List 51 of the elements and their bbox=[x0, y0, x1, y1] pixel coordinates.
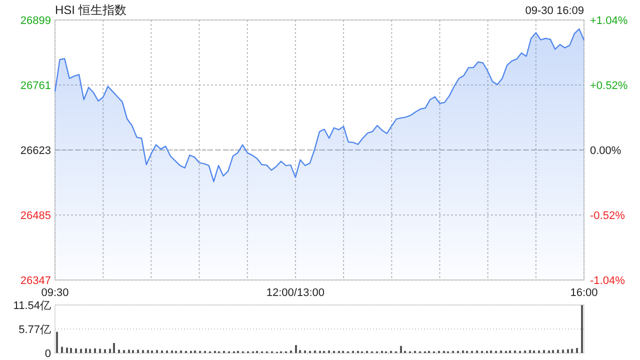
bar bbox=[99, 348, 101, 353]
bar bbox=[400, 346, 402, 353]
y2-tick-label: -0.52% bbox=[590, 210, 626, 222]
bar bbox=[529, 350, 531, 353]
y2-tick-label: -1.04% bbox=[590, 274, 626, 287]
bar bbox=[137, 350, 139, 353]
bar bbox=[156, 350, 158, 353]
y-tick-label: 26485 bbox=[20, 210, 51, 222]
bar bbox=[75, 348, 77, 353]
bar bbox=[109, 348, 111, 353]
bar bbox=[562, 350, 564, 353]
bar bbox=[104, 349, 106, 353]
bar bbox=[295, 345, 297, 353]
y-tick-label: 26347 bbox=[20, 274, 51, 287]
bar bbox=[299, 350, 301, 353]
y2-tick-label: 0.00% bbox=[590, 144, 622, 157]
bar bbox=[552, 350, 554, 353]
y2-tick-label: +1.04% bbox=[590, 14, 628, 27]
x-tick-label: 12:00/13:00 bbox=[266, 287, 325, 299]
bar bbox=[147, 350, 149, 353]
bar bbox=[80, 348, 82, 353]
y-tick-label: 0 bbox=[44, 348, 51, 360]
chart-title: HSI 恒生指数 bbox=[55, 3, 126, 17]
bar bbox=[113, 343, 115, 353]
bar bbox=[557, 350, 559, 353]
bar bbox=[70, 348, 72, 353]
y-tick-label: 11.54亿 bbox=[13, 300, 51, 312]
bar bbox=[123, 350, 125, 353]
y2-tick-label: +0.52% bbox=[590, 80, 628, 92]
bar bbox=[142, 350, 144, 353]
bar bbox=[66, 348, 68, 353]
y-tick-label: 26761 bbox=[20, 80, 51, 92]
bar bbox=[61, 346, 63, 353]
bar bbox=[571, 348, 573, 353]
bar bbox=[118, 350, 120, 353]
text: 09-30 16:09 bbox=[525, 5, 584, 17]
bar bbox=[567, 349, 569, 353]
bar bbox=[94, 348, 96, 353]
bar bbox=[89, 348, 91, 353]
x-tick-label: 09:30 bbox=[41, 287, 69, 299]
bar bbox=[85, 348, 87, 353]
y-tick-label: 26899 bbox=[20, 14, 51, 27]
bar bbox=[576, 348, 578, 353]
y-tick-label: 5.77亿 bbox=[18, 324, 51, 336]
bar bbox=[56, 332, 58, 353]
x-tick-label: 16:00 bbox=[570, 287, 598, 299]
bar bbox=[132, 350, 134, 353]
bar bbox=[581, 305, 583, 353]
bar bbox=[543, 350, 545, 353]
y-tick-label: 26623 bbox=[20, 144, 51, 157]
bar bbox=[128, 350, 130, 353]
